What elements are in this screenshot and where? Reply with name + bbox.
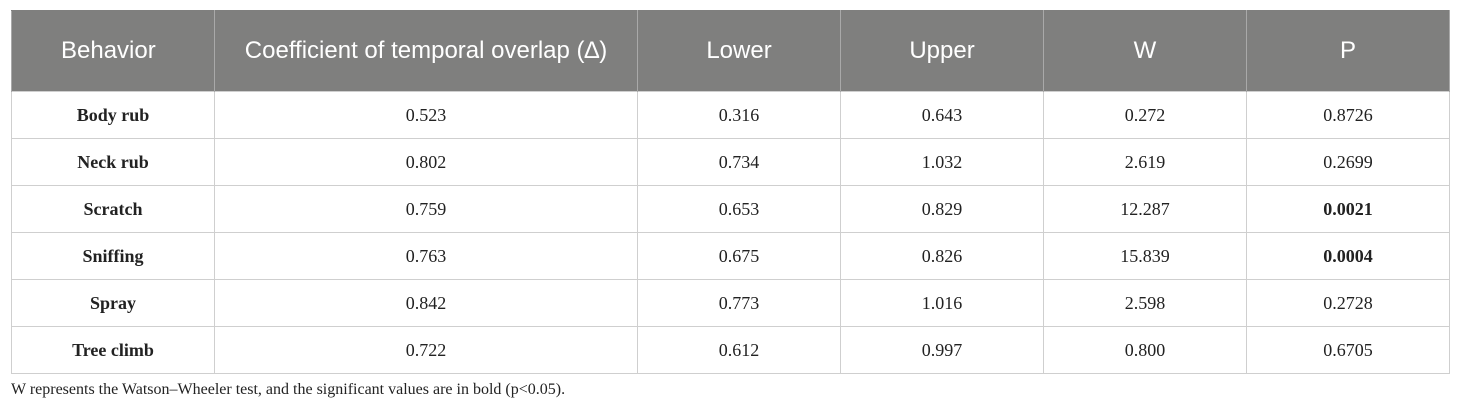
header-row: Behavior Coefficient of temporal overlap… — [11, 10, 1450, 92]
table-body: Body rub 0.523 0.316 0.643 0.272 0.8726 … — [11, 91, 1450, 374]
cell-coefficient: 0.802 — [214, 138, 638, 186]
table-row: Spray 0.842 0.773 1.016 2.598 0.2728 — [11, 279, 1450, 327]
header-lower: Lower — [637, 10, 841, 92]
cell-behavior: Scratch — [11, 185, 215, 233]
cell-behavior: Spray — [11, 279, 215, 327]
cell-w: 2.619 — [1043, 138, 1247, 186]
cell-p-significant: 0.0021 — [1246, 185, 1450, 233]
overlap-table: Behavior Coefficient of temporal overlap… — [11, 10, 1450, 374]
cell-upper: 0.829 — [840, 185, 1044, 233]
cell-coefficient: 0.722 — [214, 326, 638, 374]
cell-behavior: Sniffing — [11, 232, 215, 280]
cell-coefficient: 0.523 — [214, 91, 638, 139]
header-behavior: Behavior — [11, 10, 215, 92]
cell-p: 0.2699 — [1246, 138, 1450, 186]
cell-w: 12.287 — [1043, 185, 1247, 233]
cell-behavior: Tree climb — [11, 326, 215, 374]
cell-lower: 0.316 — [637, 91, 841, 139]
cell-lower: 0.734 — [637, 138, 841, 186]
header-upper: Upper — [840, 10, 1044, 92]
cell-upper: 1.016 — [840, 279, 1044, 327]
table-row: Sniffing 0.763 0.675 0.826 15.839 0.0004 — [11, 232, 1450, 280]
cell-lower: 0.612 — [637, 326, 841, 374]
table-footnote: W represents the Watson–Wheeler test, an… — [11, 381, 566, 398]
cell-upper: 0.643 — [840, 91, 1044, 139]
table-header: Behavior Coefficient of temporal overlap… — [11, 10, 1450, 92]
cell-w: 0.272 — [1043, 91, 1247, 139]
table-row: Neck rub 0.802 0.734 1.032 2.619 0.2699 — [11, 138, 1450, 186]
header-w: W — [1043, 10, 1247, 92]
cell-behavior: Neck rub — [11, 138, 215, 186]
data-table-container: Behavior Coefficient of temporal overlap… — [11, 10, 1450, 374]
cell-lower: 0.675 — [637, 232, 841, 280]
header-p: P — [1246, 10, 1450, 92]
cell-w: 0.800 — [1043, 326, 1247, 374]
cell-lower: 0.653 — [637, 185, 841, 233]
table-row: Scratch 0.759 0.653 0.829 12.287 0.0021 — [11, 185, 1450, 233]
cell-w: 15.839 — [1043, 232, 1247, 280]
cell-lower: 0.773 — [637, 279, 841, 327]
cell-p-significant: 0.0004 — [1246, 232, 1450, 280]
cell-upper: 1.032 — [840, 138, 1044, 186]
cell-behavior: Body rub — [11, 91, 215, 139]
cell-w: 2.598 — [1043, 279, 1247, 327]
cell-coefficient: 0.763 — [214, 232, 638, 280]
cell-p: 0.2728 — [1246, 279, 1450, 327]
header-coefficient: Coefficient of temporal overlap (∆) — [214, 10, 638, 92]
cell-coefficient: 0.842 — [214, 279, 638, 327]
cell-coefficient: 0.759 — [214, 185, 638, 233]
cell-upper: 0.997 — [840, 326, 1044, 374]
table-row: Tree climb 0.722 0.612 0.997 0.800 0.670… — [11, 326, 1450, 374]
cell-upper: 0.826 — [840, 232, 1044, 280]
cell-p: 0.8726 — [1246, 91, 1450, 139]
table-row: Body rub 0.523 0.316 0.643 0.272 0.8726 — [11, 91, 1450, 139]
cell-p: 0.6705 — [1246, 326, 1450, 374]
